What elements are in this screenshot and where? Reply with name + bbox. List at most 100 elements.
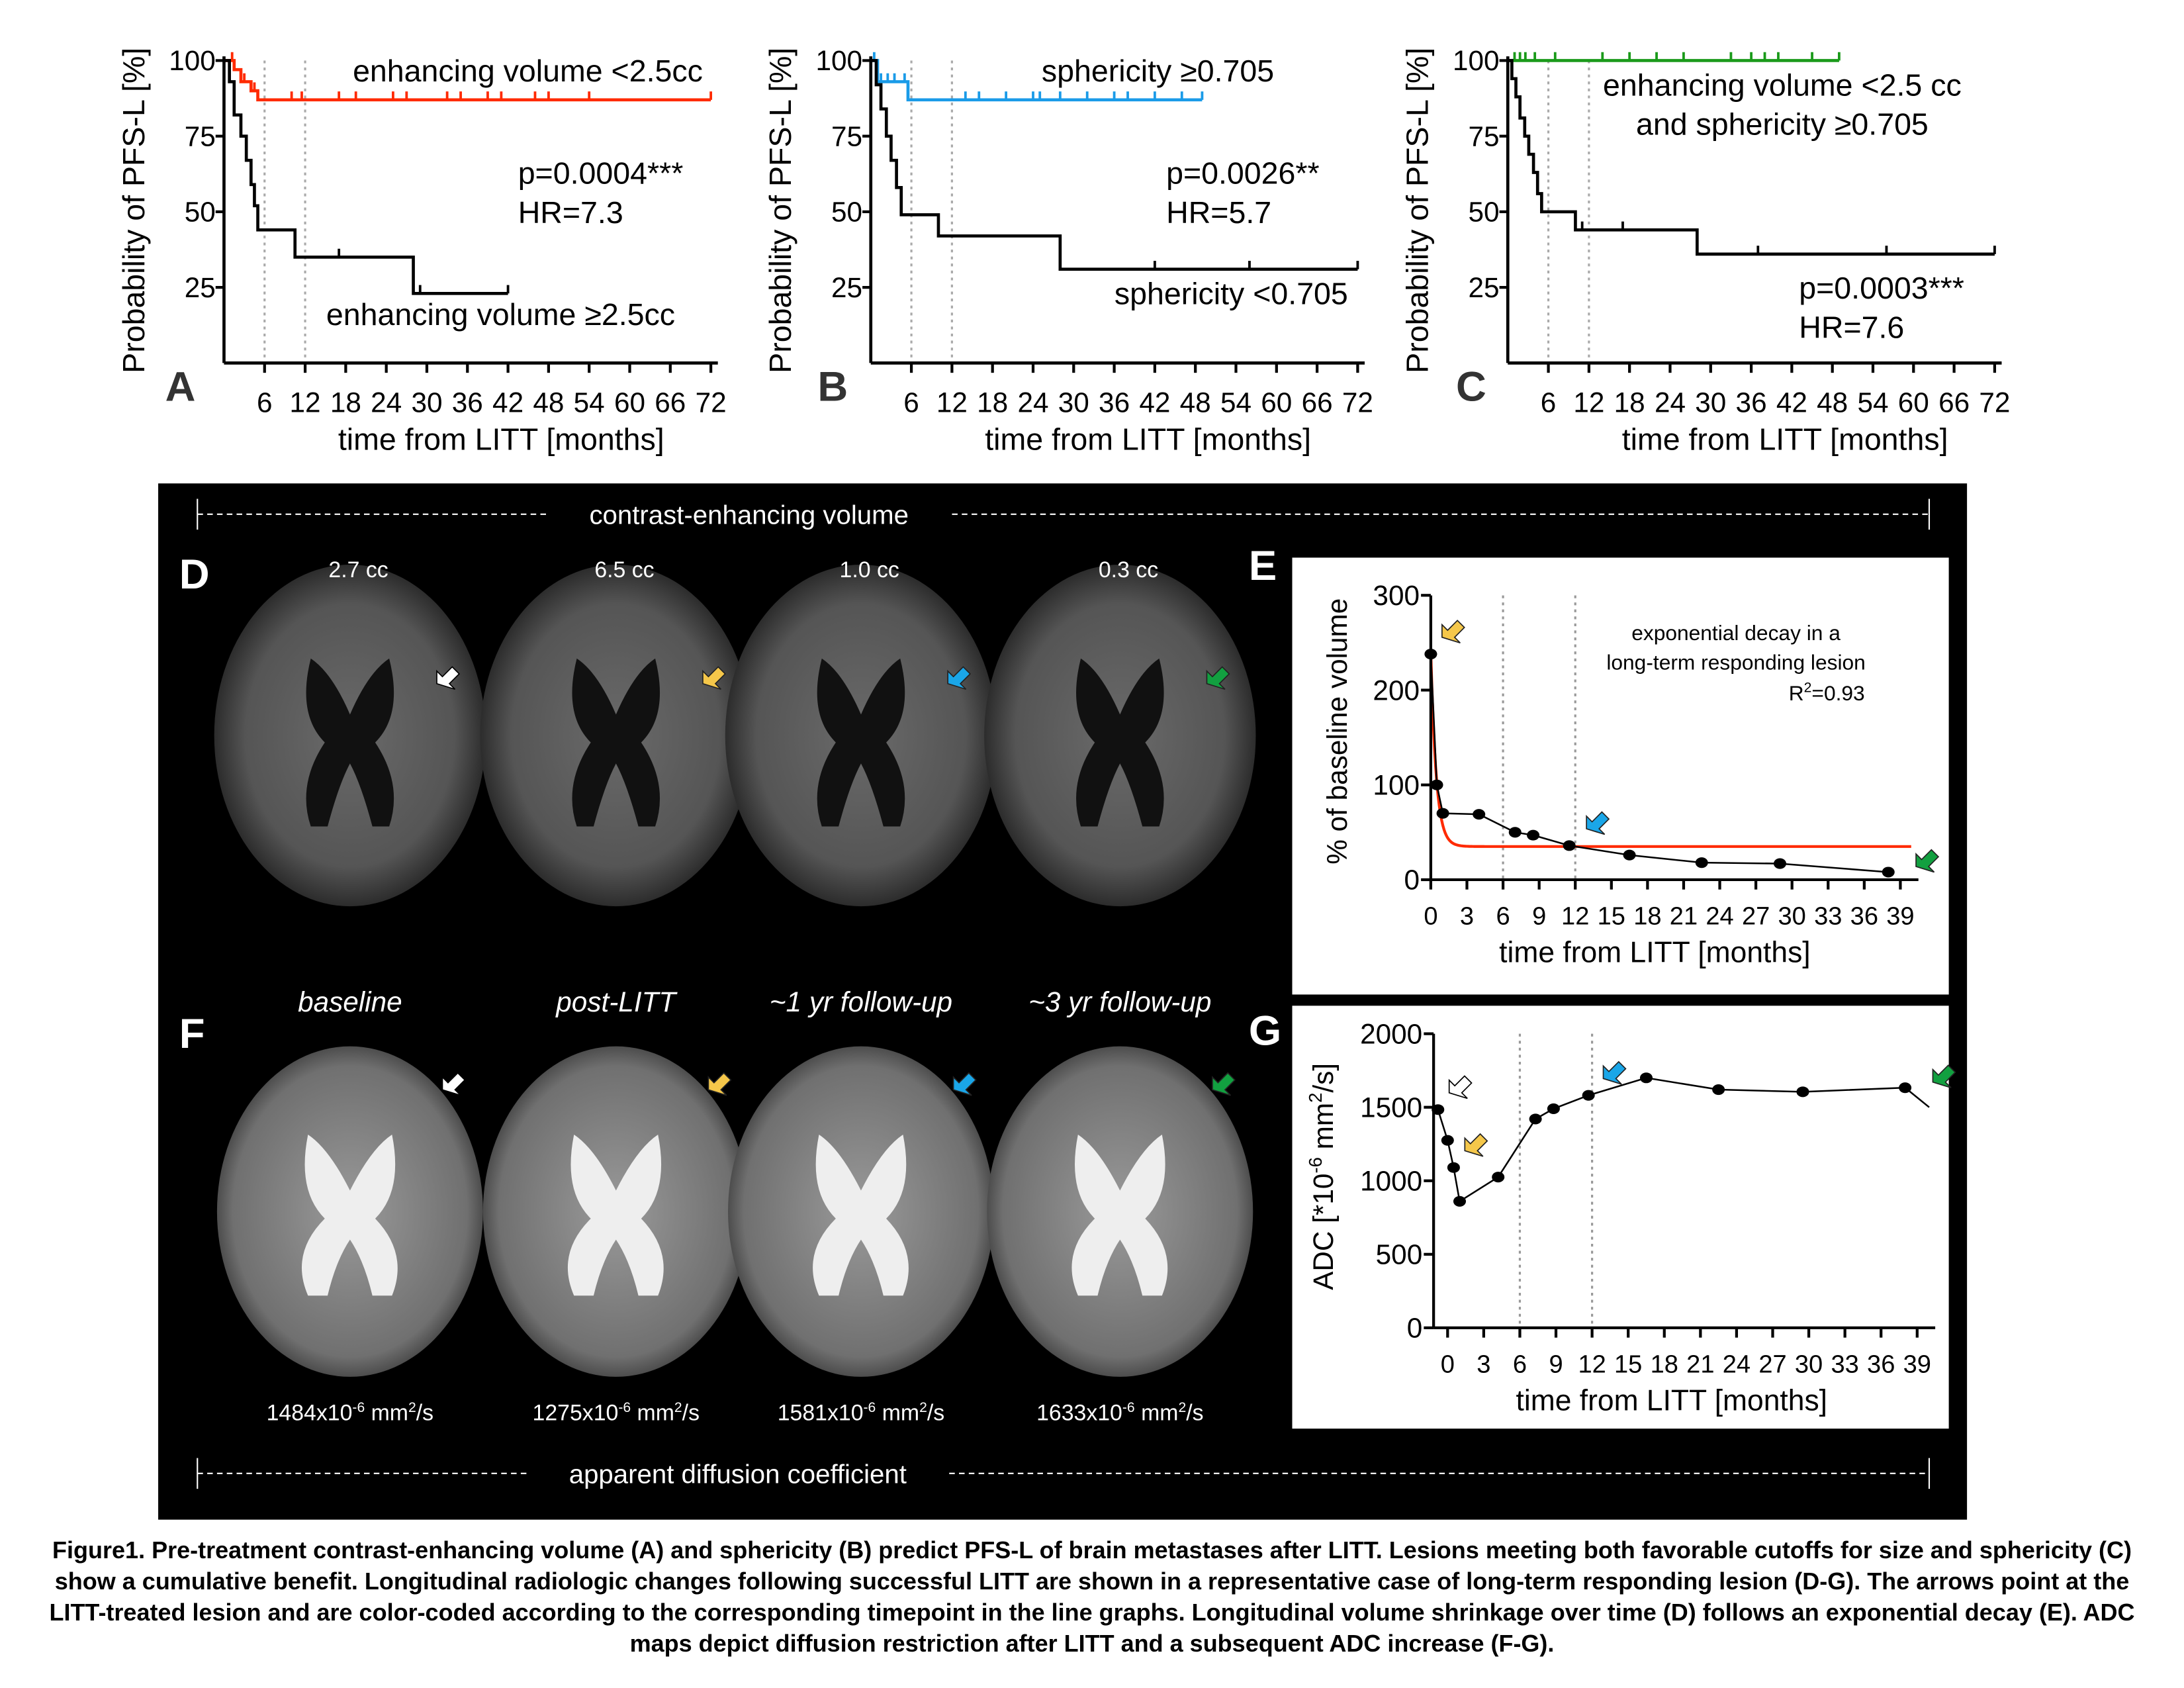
annotation-e-line1: exponential decay in a — [1631, 621, 1841, 645]
x-tick-label: 48 — [1817, 387, 1848, 418]
x-tick-label: 72 — [1979, 387, 2010, 418]
timepoint-arrow-icon — [1586, 811, 1610, 835]
y-tick-label: 75 — [185, 120, 216, 152]
x-axis-label: time from LITT [months] — [1516, 1385, 1828, 1417]
x-tick-label: 33 — [1831, 1351, 1858, 1379]
y-tick-label: 25 — [831, 272, 862, 303]
header-apparent-diffusion-coefficient: apparent diffusion coefficient — [569, 1460, 907, 1489]
p-value-a: p=0.0004*** — [518, 156, 684, 191]
km-plot-a: 100 75 50 25 6 12 18 24 30 36 42 48 54 60 66 72 time fro… — [116, 45, 727, 456]
lesion-arrow-icon — [947, 666, 972, 690]
x-tick-label: 36 — [1099, 387, 1130, 418]
y-axis-label: Probability of PFS-L [%] — [116, 48, 151, 373]
y-tick-label: 25 — [1469, 272, 1500, 303]
x-tick-label: 36 — [452, 387, 483, 418]
y-tick-label: 0 — [1404, 865, 1420, 896]
lesion-arrow-icon — [952, 1072, 977, 1096]
km-curve — [224, 59, 711, 102]
x-tick-label: 36 — [1736, 387, 1767, 418]
y-tick-label: 75 — [1469, 120, 1500, 152]
x-tick-label: 33 — [1814, 903, 1842, 931]
data-point — [1882, 867, 1895, 878]
annotation-e-r2: R2=0.93 — [1789, 680, 1865, 705]
lesion-arrow-icon — [1212, 1072, 1236, 1096]
x-tick-label: 54 — [574, 387, 605, 418]
x-tick-label: 18 — [1633, 903, 1661, 931]
timepoint-arrow-icon — [1464, 1133, 1488, 1157]
x-tick-label: 66 — [1302, 387, 1333, 418]
adc-value-part: 1275x10 — [533, 1400, 619, 1425]
x-tick-label: 42 — [1776, 387, 1807, 418]
data-point — [1441, 1135, 1454, 1146]
x-tick-label: 48 — [1180, 387, 1211, 418]
data-point — [1447, 1162, 1460, 1173]
panel-letter-f: F — [179, 1011, 205, 1057]
x-tick-label: 15 — [1598, 903, 1625, 931]
x-tick-label: 48 — [533, 387, 564, 418]
adc-value-part: /s — [682, 1400, 700, 1425]
x-tick-label: 18 — [977, 387, 1008, 418]
y-axis-label: Probability of PFS-L [%] — [763, 48, 797, 373]
data-point — [1712, 1084, 1725, 1096]
x-tick-label: 15 — [1614, 1351, 1642, 1379]
volume-label: 2.7 cc — [328, 557, 388, 583]
x-axis-label: time from LITT [months] — [1622, 422, 1948, 457]
data-point — [1563, 840, 1576, 851]
x-tick-label: 18 — [330, 387, 361, 418]
x-tick-label: 54 — [1857, 387, 1888, 418]
x-tick-label: 60 — [1898, 387, 1929, 418]
x-tick-label: 42 — [492, 387, 523, 418]
x-tick-label: 24 — [1017, 387, 1048, 418]
y-tick-label: 500 — [1376, 1239, 1423, 1270]
panel-letter-a: A — [165, 363, 196, 410]
x-tick-label: 24 — [1706, 903, 1733, 931]
volume-label: 1.0 cc — [840, 557, 899, 583]
series-label-c-line2: and sphericity ≥0.705 — [1636, 107, 1929, 142]
y-tick-label: 0 — [1407, 1313, 1423, 1344]
data-point — [1695, 857, 1708, 868]
x-tick-label: 6 — [257, 387, 273, 418]
x-tick-label: 42 — [1139, 387, 1170, 418]
timepoint-arrow-icon — [1932, 1064, 1956, 1088]
km-plot-b: 100 75 50 25 6 12 18 24 30 36 42 48 54 60 66 72 time fro… — [763, 45, 1373, 456]
y-axis-label: Probability of PFS-L [%] — [1400, 48, 1435, 373]
x-tick-label: 66 — [1938, 387, 1970, 418]
data-point — [1436, 808, 1449, 819]
data-point — [1430, 779, 1443, 790]
x-tick-label: 36 — [1850, 903, 1878, 931]
series-label-b-low: sphericity <0.705 — [1115, 277, 1348, 311]
p-value-c: p=0.0003*** — [1799, 271, 1964, 305]
p-value-b: p=0.0026** — [1166, 156, 1320, 191]
hazard-ratio-b: HR=5.7 — [1166, 195, 1271, 230]
adc-value-part: 2 — [1178, 1400, 1186, 1415]
adc-value-part: /s — [927, 1400, 944, 1425]
x-tick-label: 54 — [1220, 387, 1251, 418]
y-tick-label: 50 — [1469, 197, 1500, 228]
x-tick-label: 72 — [696, 387, 727, 418]
timepoint-arrow-icon — [1915, 849, 1940, 873]
series-label-a-low: enhancing volume <2.5cc — [353, 54, 703, 88]
x-tick-label: 72 — [1342, 387, 1373, 418]
km-plot-c: 100 75 50 25 6 12 18 24 30 36 42 48 54 60 66 72 time fro… — [1400, 45, 2011, 456]
y-tick-label: 100 — [169, 45, 216, 76]
exponential-fit-curve — [1429, 652, 1911, 848]
timepoint-arrow-icon — [1441, 620, 1465, 643]
x-tick-label: 30 — [1795, 1351, 1823, 1379]
x-tick-label: 39 — [1886, 903, 1914, 931]
x-tick-label: 6 — [1496, 903, 1510, 931]
y-tick-label: 100 — [1453, 45, 1500, 76]
figure-caption: Figure1. Pre-treatment contrast-enhancin… — [49, 1536, 2135, 1657]
x-tick-label: 6 — [1513, 1351, 1527, 1379]
x-tick-label: 27 — [1742, 903, 1770, 931]
data-point — [1899, 1082, 1912, 1094]
adc-value-part: 2 — [919, 1400, 927, 1415]
timepoint-label: post-LITT — [555, 986, 678, 1017]
ventricles — [572, 658, 660, 827]
x-tick-label: 12 — [290, 387, 321, 418]
adc-value-part: mm — [1135, 1400, 1179, 1425]
x-tick-label: 9 — [1532, 903, 1546, 931]
x-tick-label: 27 — [1758, 1351, 1786, 1379]
data-point — [1547, 1103, 1560, 1114]
